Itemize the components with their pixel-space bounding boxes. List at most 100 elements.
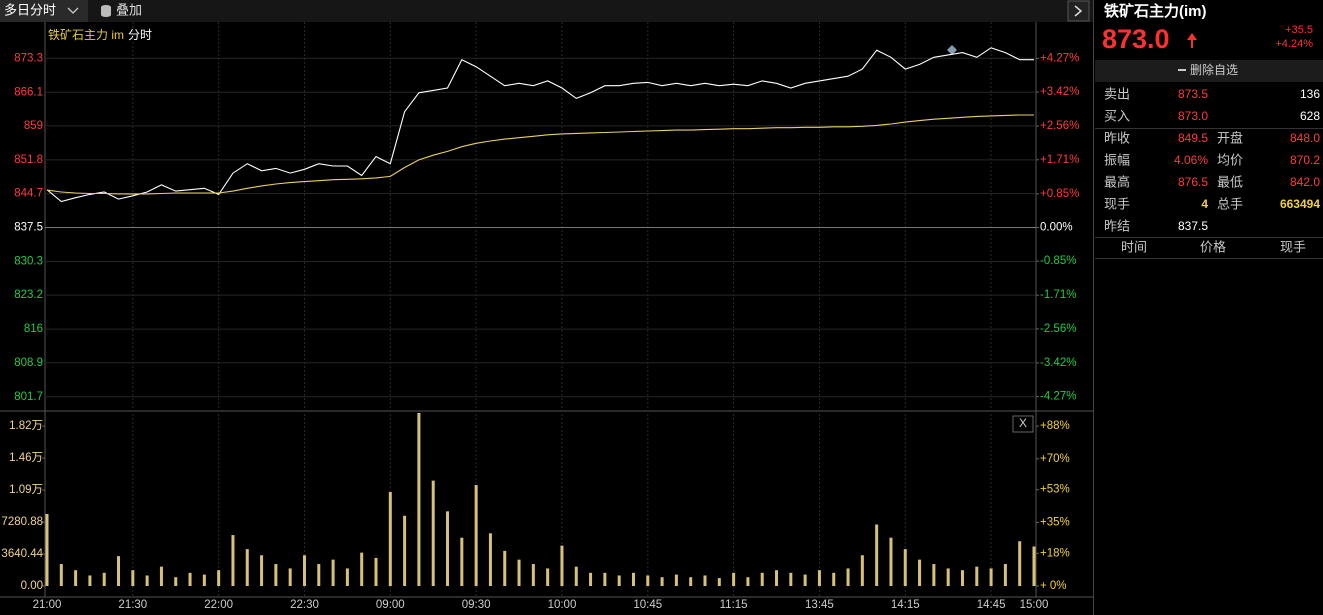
y2-tick-label: +3.42%: [1040, 86, 1079, 98]
volume-bar: [403, 515, 407, 586]
volume-bar: [560, 545, 564, 586]
stat-value: 870.2: [1290, 153, 1320, 167]
volume-bar: [631, 572, 635, 586]
stat-value: 876.5: [1178, 175, 1208, 189]
volume-bar: [488, 533, 492, 586]
y2-tick-label: +18%: [1040, 547, 1070, 559]
volume-bar: [102, 572, 106, 586]
arrow-icon: [1074, 5, 1083, 17]
stat-value: 663494: [1280, 197, 1320, 211]
volume-bar: [846, 568, 850, 586]
tab-label[interactable]: 叠加: [116, 2, 142, 17]
y2-tick-label: 0.00%: [1040, 222, 1073, 234]
stat-value: 849.5: [1178, 131, 1208, 145]
volume-bar: [388, 492, 392, 586]
x-tick-label: 22:30: [290, 599, 319, 611]
y2-tick-label: + 0%: [1040, 580, 1067, 592]
volume-bar: [245, 549, 249, 586]
volume-bar: [789, 572, 793, 586]
column-header: 现手: [1280, 239, 1306, 254]
stat-value: 842.0: [1290, 175, 1320, 189]
y2-tick-label: +53%: [1040, 484, 1070, 496]
close-label[interactable]: X: [1019, 416, 1027, 430]
remove-label[interactable]: 删除自选: [1190, 62, 1238, 77]
y-tick-label: 837.5: [14, 222, 43, 234]
volume-bar: [217, 570, 221, 586]
stat-label: 开盘: [1217, 130, 1243, 145]
volume-bar: [1018, 541, 1022, 586]
x-tick-label: 14:45: [977, 599, 1006, 611]
volume-bar: [302, 555, 306, 586]
stat-value: 4.06%: [1174, 153, 1208, 167]
y2-tick-label: -1.71%: [1040, 289, 1076, 301]
overlay-icon[interactable]: [101, 5, 111, 17]
remove-button[interactable]: [1095, 60, 1323, 82]
instrument-name: 铁矿石主力(im): [1104, 2, 1207, 20]
stat-value: 848.0: [1290, 131, 1320, 145]
stat-label: 总手: [1217, 196, 1243, 211]
volume-bar: [660, 577, 664, 586]
dropdown-icon[interactable]: [67, 7, 79, 14]
y-tick-label: 844.7: [14, 187, 43, 199]
y-tick-label: 1.09万: [9, 484, 43, 496]
row-label: 卖出: [1104, 86, 1130, 101]
volume-bar: [703, 575, 707, 586]
stat-label: 昨结: [1104, 218, 1130, 233]
volume-bar: [1032, 546, 1036, 586]
volume-bar: [117, 556, 121, 586]
tab-label[interactable]: 多日分时: [4, 2, 56, 17]
x-tick-label: 10:00: [548, 599, 577, 611]
volume-bar: [817, 570, 821, 586]
up-arrow: [1187, 33, 1197, 48]
toolbar: [0, 0, 1093, 22]
y2-tick-label: -2.56%: [1040, 323, 1076, 335]
volume-bar: [946, 568, 950, 586]
volume-bar: [689, 577, 693, 586]
volume-bar: [59, 564, 63, 586]
price-line: [46, 47, 1034, 203]
volume-bar: [274, 564, 278, 586]
x-tick-label: 09:30: [462, 599, 491, 611]
volume-bar: [674, 574, 678, 586]
y-tick-label: 808.9: [14, 357, 43, 369]
stat-value: 4: [1201, 197, 1208, 211]
y-tick-label: 859: [24, 120, 43, 132]
x-tick-label: 11:15: [720, 599, 748, 611]
volume-bar: [932, 564, 936, 586]
x-tick-label: 10:45: [633, 599, 662, 611]
volume-bar: [617, 575, 621, 586]
volume-bar: [517, 559, 521, 586]
expand-button[interactable]: [1067, 0, 1090, 22]
last-price: 873.0: [1102, 24, 1170, 54]
volume-bar: [589, 572, 593, 586]
volume-bar: [860, 555, 864, 586]
y-tick-label: 851.8: [14, 154, 43, 166]
y-tick-label: 7280.88: [1, 516, 43, 528]
event-marker[interactable]: [947, 45, 957, 55]
y-tick-label: 873.3: [14, 52, 43, 64]
volume-bar: [832, 572, 836, 586]
x-tick-label: 21:30: [118, 599, 147, 611]
stat-label: 最高: [1104, 174, 1130, 189]
volume-bar: [918, 559, 922, 586]
y2-tick-label: +1.71%: [1040, 154, 1079, 166]
volume-bar: [975, 566, 979, 586]
volume-bar: [875, 524, 879, 586]
tab-multi-day[interactable]: [0, 0, 88, 22]
y-tick-label: 823.2: [14, 289, 43, 301]
volume-bar: [903, 549, 907, 586]
chart-subtitle: 分时: [128, 28, 152, 42]
volume-bar: [74, 570, 78, 586]
volume-bar: [531, 564, 535, 586]
volume-bar: [803, 574, 807, 586]
volume-bar: [159, 566, 163, 586]
column-header: 时间: [1121, 239, 1147, 254]
y-tick-label: 830.3: [14, 256, 43, 268]
volume-bar: [131, 570, 135, 586]
volume-bar: [446, 511, 450, 586]
volume-bar: [503, 550, 507, 586]
volume-bar: [202, 574, 206, 586]
volume-bar: [574, 566, 578, 586]
close-button[interactable]: [1012, 415, 1034, 433]
